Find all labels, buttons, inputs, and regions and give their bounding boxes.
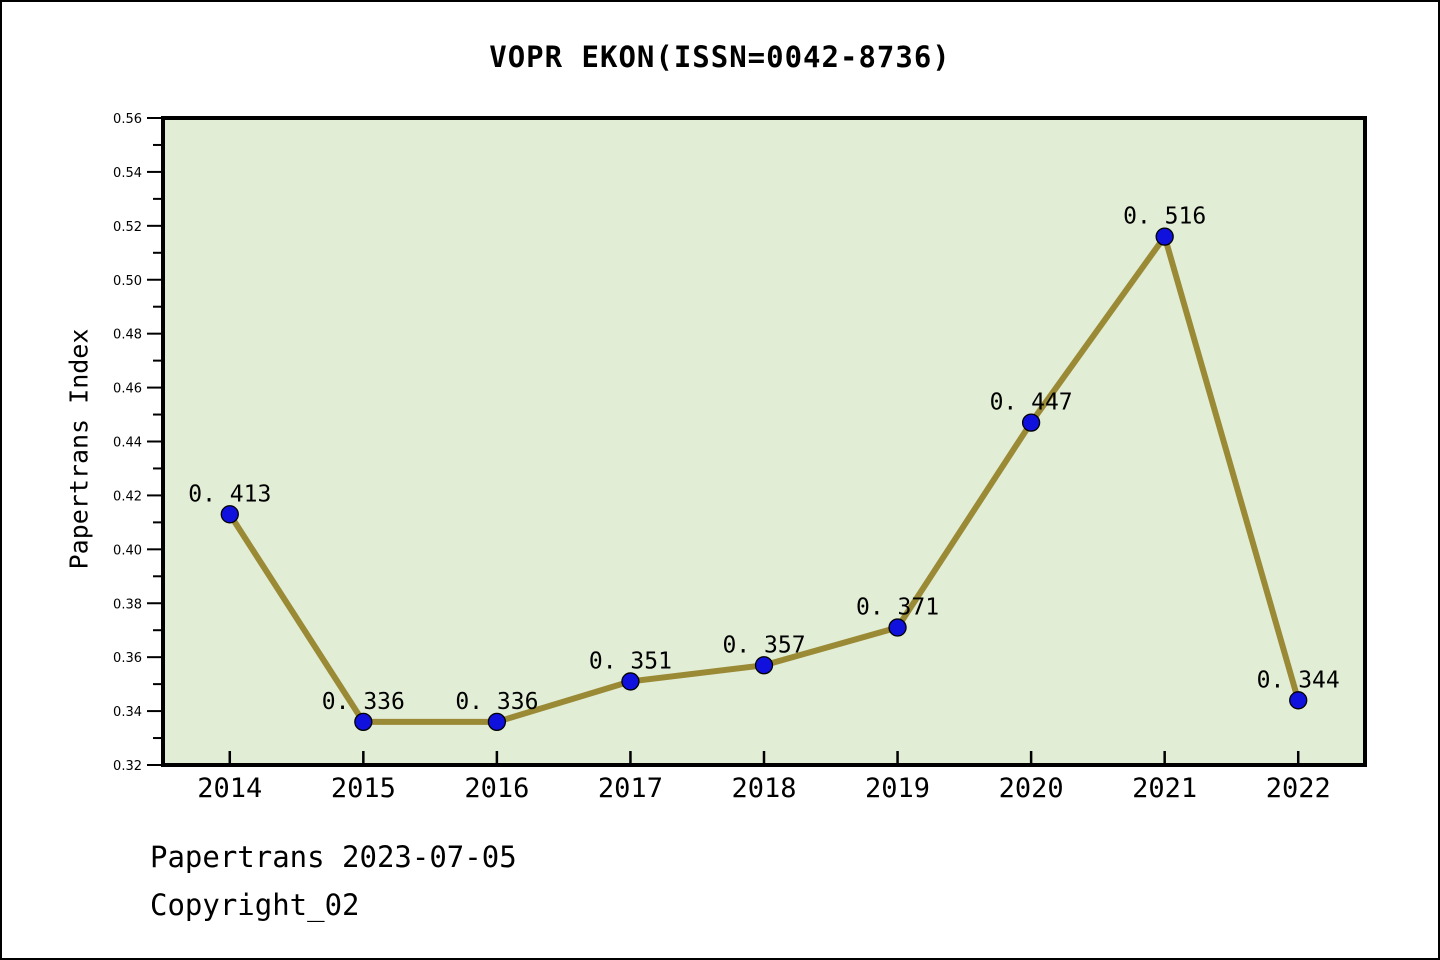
y-tick-label: 0.34 xyxy=(113,705,142,720)
y-tick-label: 0.32 xyxy=(113,759,142,774)
plot-frame xyxy=(161,116,1367,767)
data-point xyxy=(1155,227,1174,246)
data-point-label: 0. 447 xyxy=(990,390,1073,416)
x-tick-label: 2015 xyxy=(331,773,396,804)
x-tick-label: 2019 xyxy=(865,773,930,804)
footer-date: Papertrans 2023-07-05 xyxy=(150,840,517,874)
data-point xyxy=(487,712,507,732)
data-point xyxy=(888,618,907,637)
data-point-label: 0. 516 xyxy=(1123,204,1206,230)
data-point-label: 0. 351 xyxy=(589,648,672,674)
y-tick-label: 0.46 xyxy=(113,382,142,397)
data-point xyxy=(1289,691,1308,710)
x-tick-label: 2017 xyxy=(598,773,663,804)
x-tick-label: 2014 xyxy=(197,773,262,804)
data-point xyxy=(1021,413,1041,432)
y-tick-label: 0.38 xyxy=(113,597,142,612)
chart-title: VOPR EKON(ISSN=0042-8736) xyxy=(489,40,951,74)
y-tick-label: 0.42 xyxy=(113,489,142,504)
y-tick-label: 0.48 xyxy=(113,328,142,343)
x-tick-label: 2022 xyxy=(1266,773,1331,804)
y-tick-label: 0.50 xyxy=(113,274,142,289)
y-tick-label: 0.54 xyxy=(113,166,142,181)
y-tick-label: 0.52 xyxy=(113,220,142,235)
data-point xyxy=(354,712,373,732)
data-point-label: 0. 336 xyxy=(322,689,405,715)
y-tick-label: 0.36 xyxy=(113,651,142,666)
x-tick-label: 2018 xyxy=(731,773,796,804)
y-tick-label: 0.40 xyxy=(113,543,142,558)
x-tick-label: 2020 xyxy=(999,773,1064,804)
footer-copyright: Copyright_02 xyxy=(150,888,360,922)
data-point-label: 0. 344 xyxy=(1257,667,1340,693)
data-point-label: 0. 336 xyxy=(455,689,538,715)
data-point-label: 0. 413 xyxy=(188,481,271,507)
data-point-label: 0. 371 xyxy=(856,595,939,621)
data-point-label: 0. 357 xyxy=(722,632,805,658)
data-point xyxy=(754,656,774,675)
y-tick-label: 0.56 xyxy=(113,112,142,127)
data-point xyxy=(220,505,239,524)
x-tick-label: 2021 xyxy=(1132,773,1197,804)
y-tick-label: 0.44 xyxy=(113,436,142,451)
x-tick-label: 2016 xyxy=(464,773,529,804)
data-point xyxy=(621,672,640,691)
